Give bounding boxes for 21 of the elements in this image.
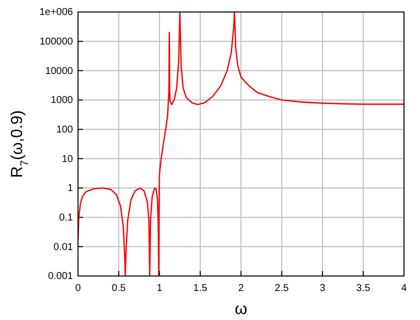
x-tick-label: 4 bbox=[401, 283, 408, 294]
x-tick-label: 0.5 bbox=[112, 283, 126, 294]
y-tick-label: 0.01 bbox=[54, 242, 74, 253]
y-tick-label: 1000 bbox=[50, 95, 74, 106]
line-series bbox=[78, 12, 404, 276]
y-tick-label: 0.001 bbox=[48, 271, 74, 282]
y-tick-label: 1e+006 bbox=[39, 7, 74, 18]
x-tick-label: 2 bbox=[238, 283, 244, 294]
x-axis-title: ω bbox=[234, 301, 248, 318]
y-tick-label: 10000 bbox=[45, 66, 74, 77]
x-tick-label: 3.5 bbox=[356, 283, 371, 294]
y-tick-label: 100 bbox=[56, 124, 74, 136]
x-tick-label: 1 bbox=[156, 283, 163, 294]
y-tick-label: 100000 bbox=[40, 36, 74, 48]
y-tick-label: 10 bbox=[62, 154, 74, 165]
x-tick-label: 0 bbox=[75, 283, 82, 294]
x-tick-label: 3 bbox=[320, 283, 326, 294]
x-tick-label: 2.5 bbox=[274, 283, 290, 294]
x-tick-label: 1.5 bbox=[193, 283, 208, 294]
y-tick-label: 1 bbox=[67, 183, 74, 194]
y-tick-label: 0.1 bbox=[59, 212, 74, 224]
